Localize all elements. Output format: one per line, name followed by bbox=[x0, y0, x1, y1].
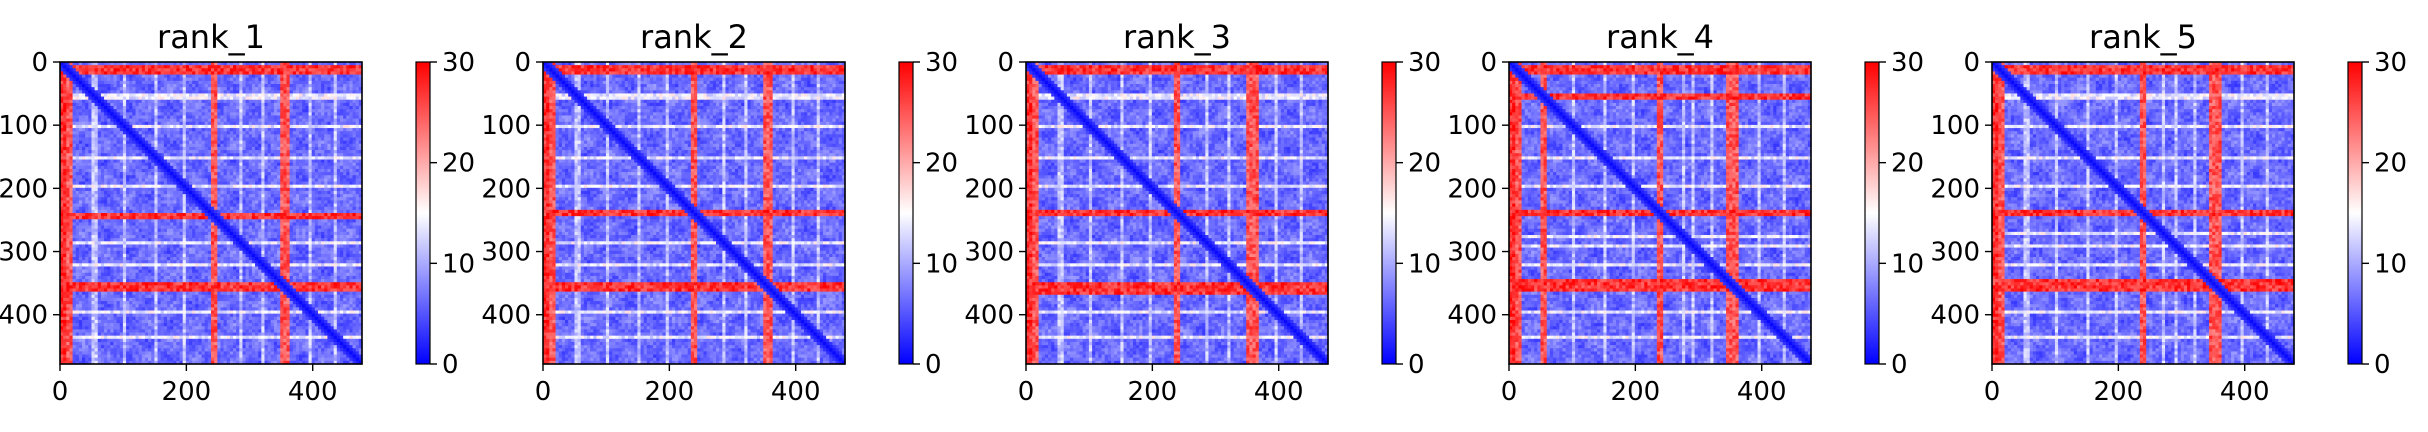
heatmap-cells bbox=[60, 62, 363, 365]
